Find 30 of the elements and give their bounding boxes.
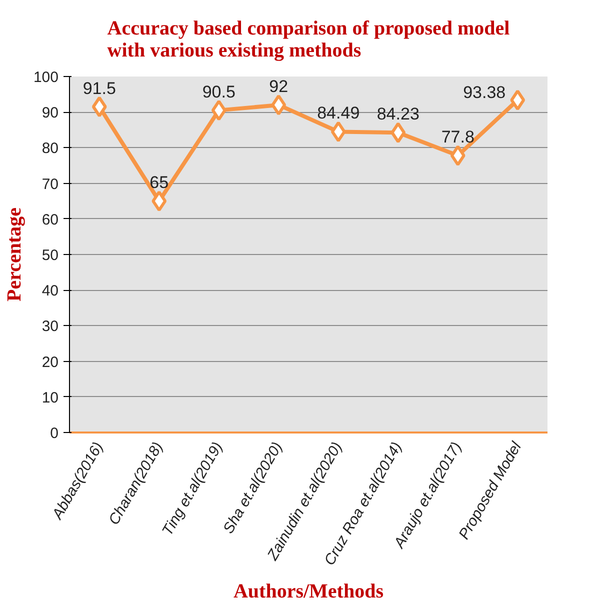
y-axis-title: Percentage bbox=[3, 207, 26, 302]
data-label: 90.5 bbox=[202, 82, 236, 102]
point bbox=[510, 90, 526, 111]
point bbox=[450, 145, 466, 166]
y-tick-label: 70 bbox=[42, 176, 59, 193]
point bbox=[390, 122, 406, 144]
y-tick-label: 40 bbox=[42, 282, 59, 300]
y-tick-label: 30 bbox=[42, 318, 59, 336]
y-tick-label: 80 bbox=[42, 140, 59, 158]
chart-title: Accuracy based comparison of proposed model with various existing methods bbox=[107, 18, 510, 62]
data-label: 93.38 bbox=[463, 83, 506, 102]
data-label: 77.8 bbox=[441, 128, 474, 147]
y-tick-label: 90 bbox=[42, 104, 59, 122]
y-tick-label: 10 bbox=[42, 389, 59, 406]
y-tick-label: 60 bbox=[42, 211, 59, 228]
y-tick-label: 50 bbox=[42, 247, 59, 264]
point bbox=[211, 100, 226, 121]
point bbox=[92, 96, 107, 118]
y-tick-label: 100 bbox=[33, 69, 59, 86]
point bbox=[152, 190, 167, 212]
data-label: 92 bbox=[269, 76, 288, 96]
data-label: 84.49 bbox=[317, 104, 360, 123]
x-axis-title: Authors/Methods bbox=[233, 580, 384, 603]
point bbox=[271, 94, 286, 116]
data-label: 84.23 bbox=[376, 104, 420, 124]
y-tick-label: 0 bbox=[50, 425, 58, 442]
data-label: 65 bbox=[150, 173, 169, 192]
y-tick-label: 20 bbox=[42, 354, 59, 371]
point bbox=[330, 121, 346, 142]
data-label: 91.5 bbox=[82, 78, 116, 98]
